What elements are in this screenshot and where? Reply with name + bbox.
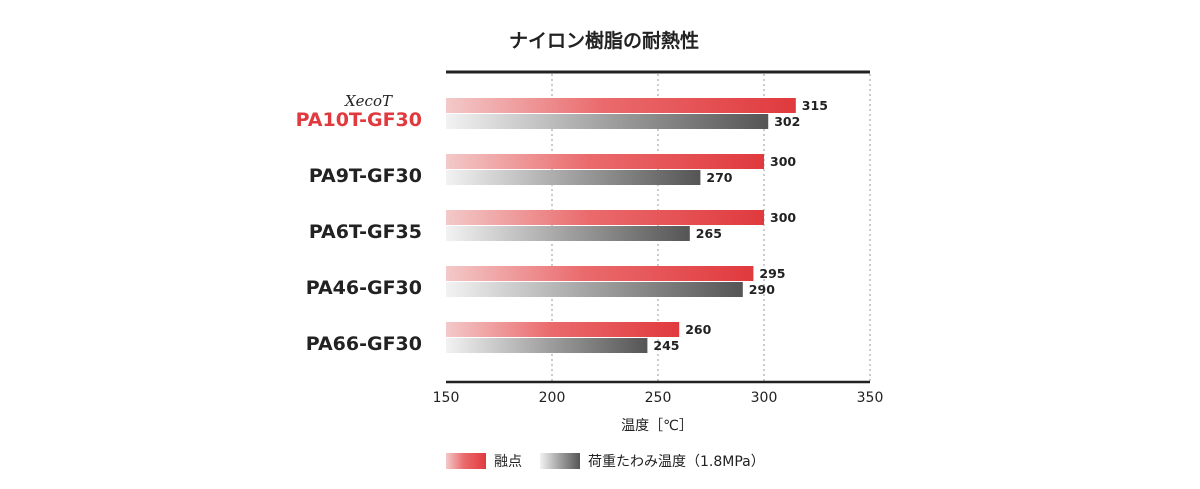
- x-tick-label: 300: [751, 390, 778, 406]
- legend: 融点 荷重たわみ温度（1.8MPa）: [446, 453, 765, 470]
- category-labels: PA10T-GF30 PA9T-GF30 PA6T-GF35 PA46-GF30 PA6…: [296, 109, 422, 355]
- x-tick-labels: 150 200 250 300 350: [433, 390, 884, 406]
- data-label: 270: [706, 170, 732, 185]
- bar-deflection-temp: [446, 338, 648, 353]
- data-label: 300: [770, 154, 796, 169]
- data-label: 315: [802, 98, 828, 113]
- data-label: 295: [759, 266, 785, 281]
- data-label: 260: [685, 322, 711, 337]
- legend-swatch-melting-point: [446, 453, 486, 469]
- data-label: 302: [774, 114, 800, 129]
- bar-deflection-temp: [446, 114, 769, 129]
- chart-title: ナイロン樹脂の耐熱性: [509, 29, 699, 52]
- x-tick-label: 250: [645, 390, 672, 406]
- data-label: 265: [696, 226, 722, 241]
- data-label: 300: [770, 210, 796, 225]
- x-tick-label: 200: [539, 390, 566, 406]
- bar-deflection-temp: [446, 170, 701, 185]
- legend-swatch-deflection-temp: [540, 453, 580, 469]
- category-label: PA46-GF30: [306, 277, 422, 299]
- bar-deflection-temp: [446, 282, 743, 297]
- brand-logo: XecoT: [344, 92, 393, 110]
- data-label: 290: [749, 282, 775, 297]
- x-tick-label: 350: [857, 390, 884, 406]
- bar-melting-point: [446, 322, 680, 337]
- bar-deflection-temp: [446, 226, 690, 241]
- bar-melting-point: [446, 210, 764, 225]
- category-label: PA9T-GF30: [309, 165, 422, 187]
- legend-label-melting-point: 融点: [494, 454, 522, 470]
- bar-melting-point: [446, 266, 754, 281]
- legend-label-deflection-temp: 荷重たわみ温度（1.8MPa）: [588, 454, 765, 470]
- bar-melting-point: [446, 98, 796, 113]
- category-label: PA10T-GF30: [296, 109, 422, 131]
- data-label: 245: [653, 338, 679, 353]
- category-label: PA66-GF30: [306, 333, 422, 355]
- x-axis-label: 温度［℃］: [621, 418, 693, 434]
- x-tick-label: 150: [433, 390, 460, 406]
- bar-melting-point: [446, 154, 764, 169]
- category-label: PA6T-GF35: [309, 221, 422, 243]
